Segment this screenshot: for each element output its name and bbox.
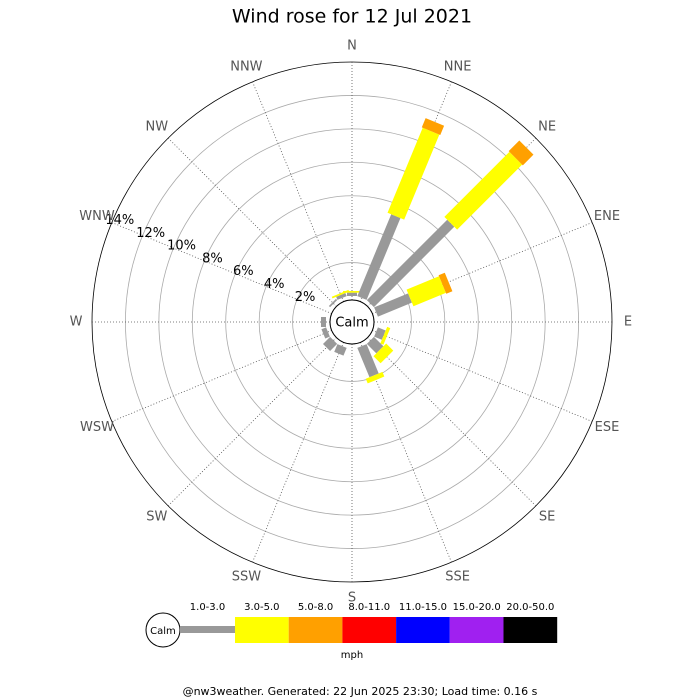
bar-segment <box>322 336 338 352</box>
radial-tick-label: 10% <box>167 239 196 254</box>
grid-ring <box>225 195 479 449</box>
grid-ring <box>292 262 412 382</box>
radial-tick-label: 14% <box>105 213 134 228</box>
spoke <box>111 222 332 314</box>
radial-tick-label: 4% <box>264 277 285 292</box>
grid-ring <box>191 161 513 483</box>
bar-segment <box>387 127 440 220</box>
legend-label: 1.0-3.0 <box>190 602 225 613</box>
direction-label: ESE <box>595 420 620 435</box>
bar-segment <box>406 276 446 307</box>
direction-label: S <box>348 591 356 606</box>
direction-label: NW <box>146 119 169 134</box>
radial-tick-label: 2% <box>295 290 316 305</box>
legend-swatch <box>503 617 558 643</box>
legend-calm-label: Calm <box>150 626 176 637</box>
legend-swatch <box>288 617 343 643</box>
bar-segment <box>334 344 347 356</box>
footer: @nw3weather. Generated: 22 Jun 2025 23:3… <box>183 685 538 698</box>
direction-label: WNW <box>79 209 115 224</box>
bar-segment <box>328 298 338 308</box>
bar-segment <box>380 326 391 345</box>
legend-swatch <box>342 617 397 643</box>
radial-tick-label: 6% <box>233 264 254 279</box>
direction-label: NE <box>538 119 556 134</box>
legend-label: 15.0-20.0 <box>453 602 501 613</box>
grid-ring <box>258 228 446 416</box>
spoke <box>111 330 332 422</box>
legend-swatch <box>449 617 504 643</box>
legend-label: 11.0-15.0 <box>399 602 447 613</box>
legend-label: 3.0-5.0 <box>244 602 279 613</box>
bar-segment <box>366 219 455 308</box>
bar-segment <box>374 293 412 317</box>
direction-label: SSW <box>232 569 262 584</box>
direction-label: W <box>70 315 83 330</box>
direction-label: NNE <box>444 60 472 75</box>
units-label: mph <box>341 650 363 661</box>
bar-segment <box>357 344 379 378</box>
bar-segment <box>373 343 394 364</box>
direction-label: SW <box>146 510 167 525</box>
bar-segment <box>421 118 445 136</box>
direction-label: NNW <box>230 60 262 75</box>
bar-segment <box>365 371 385 384</box>
direction-label: N <box>347 39 357 54</box>
bar-segment <box>347 292 357 296</box>
calm-label: Calm <box>335 316 368 331</box>
bar-segment <box>438 272 453 294</box>
spoke <box>252 81 344 302</box>
bar-segment <box>321 327 330 339</box>
bar-segment <box>336 292 347 300</box>
direction-label: E <box>624 315 632 330</box>
bar-segment <box>357 214 401 300</box>
bar-segment <box>331 289 350 299</box>
bar-segment <box>320 317 327 327</box>
legend-label: 8.0-11.0 <box>348 602 390 613</box>
spoke <box>367 337 537 507</box>
radial-tick-label: 12% <box>136 226 165 241</box>
bar-segment <box>374 327 386 340</box>
legend-label: 20.0-50.0 <box>506 602 554 613</box>
direction-label: SSE <box>445 569 470 584</box>
bar-segment <box>444 151 523 230</box>
direction-label: WSW <box>80 420 114 435</box>
bar-segment <box>343 290 361 293</box>
legend-swatch <box>396 617 450 643</box>
spoke <box>252 342 344 563</box>
spoke <box>167 337 337 507</box>
legend-label: 5.0-8.0 <box>298 602 333 613</box>
legend-swatch <box>180 626 235 633</box>
bar-segment <box>366 336 384 354</box>
legend-swatch <box>235 617 289 643</box>
direction-label: SE <box>539 510 555 525</box>
calm-circle <box>329 299 375 345</box>
chart-title: Wind rose for 12 Jul 2021 <box>232 6 472 28</box>
spoke <box>167 137 337 307</box>
direction-label: ENE <box>594 209 620 224</box>
bar-segment <box>508 140 534 166</box>
radial-tick-label: 8% <box>202 251 223 266</box>
spoke <box>372 330 593 422</box>
